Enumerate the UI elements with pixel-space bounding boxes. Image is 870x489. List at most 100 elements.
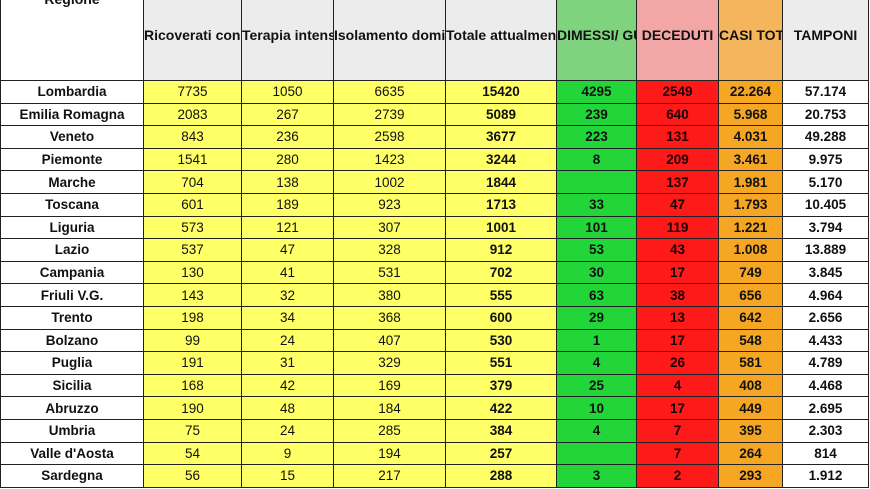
region-name: Toscana [0,192,144,217]
totale-positivi-cell: 1001 [445,215,557,240]
casi-totali-cell: 395 [718,418,783,443]
casi-totali-cell: 264 [718,441,783,466]
ricoverati-cell: 1541 [143,147,242,172]
terapia-cell: 47 [241,238,334,262]
tamponi-cell: 4.964 [782,283,869,307]
totale-positivi-cell: 551 [445,351,557,375]
casi-totali-cell: 548 [718,328,783,353]
deceduti-cell: 17 [636,396,719,420]
tamponi-cell: 20.753 [782,102,869,127]
ricoverati-cell: 56 [143,464,242,488]
totale-positivi-cell: 15420 [445,80,557,104]
terapia-cell: 41 [241,260,334,285]
terapia-cell: 42 [241,373,334,398]
header-dimessi: DIMESSI/ GUARITI [556,0,637,81]
ricoverati-cell: 7735 [143,80,242,104]
region-name: Lombardia [0,80,144,104]
dimessi-cell: 3 [556,464,637,488]
table-row: Toscana 601 189 923 1713 33 47 1.793 10.405 [0,192,869,217]
deceduti-cell: 640 [636,102,719,127]
dimessi-cell: 33 [556,192,637,217]
isolamento-cell: 6635 [333,80,446,104]
header-isolamento: Isolamento domiciliare [333,0,446,81]
dimessi-cell: 223 [556,125,637,149]
casi-totali-cell: 3.461 [718,147,783,172]
terapia-cell: 15 [241,464,334,488]
casi-totali-cell: 5.968 [718,102,783,127]
deceduti-cell: 7 [636,418,719,443]
casi-totali-cell: 1.793 [718,192,783,217]
isolamento-cell: 329 [333,351,446,375]
table-row: Lazio 537 47 328 912 53 43 1.008 13.889 [0,238,869,262]
table-row: Emilia Romagna 2083 267 2739 5089 239 640 5.968… [0,102,869,127]
tamponi-cell: 3.794 [782,215,869,240]
terapia-cell: 48 [241,396,334,420]
header-tamponi: TAMPONI [782,0,869,81]
deceduti-cell: 2549 [636,80,719,104]
table-row: Valle d'Aosta 54 9 194 257 7 264 814 [0,441,869,466]
table-row: Trento 198 34 368 600 29 13 642 2.656 [0,305,869,330]
header-ricoverati: Ricoverati con sintomi [143,0,242,81]
terapia-cell: 121 [241,215,334,240]
isolamento-cell: 328 [333,238,446,262]
table-row: Puglia 191 31 329 551 4 26 581 4.789 [0,351,869,375]
isolamento-cell: 184 [333,396,446,420]
deceduti-cell: 38 [636,283,719,307]
deceduti-cell: 7 [636,441,719,466]
tamponi-cell: 13.889 [782,238,869,262]
totale-positivi-cell: 5089 [445,102,557,127]
casi-totali-cell: 581 [718,351,783,375]
region-name: Liguria [0,215,144,240]
table-body: Lombardia 7735 1050 6635 15420 4295 2549 22.264… [0,80,869,488]
tamponi-cell: 49.288 [782,125,869,149]
tamponi-cell: 10.405 [782,192,869,217]
casi-totali-cell: 642 [718,305,783,330]
terapia-cell: 34 [241,305,334,330]
tamponi-cell: 1.912 [782,464,869,488]
ricoverati-cell: 75 [143,418,242,443]
totale-positivi-cell: 422 [445,396,557,420]
region-name: Marche [0,170,144,194]
casi-totali-cell: 22.264 [718,80,783,104]
isolamento-cell: 923 [333,192,446,217]
totale-positivi-cell: 3677 [445,125,557,149]
terapia-cell: 24 [241,328,334,353]
isolamento-cell: 380 [333,283,446,307]
ricoverati-cell: 54 [143,441,242,466]
region-name: Valle d'Aosta [0,441,144,466]
deceduti-cell: 137 [636,170,719,194]
terapia-cell: 32 [241,283,334,307]
header-terapia: Terapia intensiva [241,0,334,81]
isolamento-cell: 169 [333,373,446,398]
region-name: Trento [0,305,144,330]
table-row: Friuli V.G. 143 32 380 555 63 38 656 4.964 [0,283,869,307]
isolamento-cell: 307 [333,215,446,240]
dimessi-cell: 4 [556,351,637,375]
terapia-cell: 189 [241,192,334,217]
region-name: Sardegna [0,464,144,488]
deceduti-cell: 17 [636,328,719,353]
region-name: Lazio [0,238,144,262]
table-row: Bolzano 99 24 407 530 1 17 548 4.433 [0,328,869,353]
casi-totali-cell: 656 [718,283,783,307]
isolamento-cell: 1002 [333,170,446,194]
table-row: Sardegna 56 15 217 288 3 2 293 1.912 [0,464,869,488]
dimessi-cell: 30 [556,260,637,285]
region-name: Sicilia [0,373,144,398]
tamponi-cell: 4.789 [782,351,869,375]
header-region: Regione [0,0,144,81]
casi-totali-cell: 293 [718,464,783,488]
tamponi-cell: 2.695 [782,396,869,420]
totale-positivi-cell: 384 [445,418,557,443]
region-name: Abruzzo [0,396,144,420]
terapia-cell: 1050 [241,80,334,104]
dimessi-cell: 4 [556,418,637,443]
casi-totali-cell: 4.031 [718,125,783,149]
tamponi-cell: 57.174 [782,80,869,104]
deceduti-cell: 119 [636,215,719,240]
totale-positivi-cell: 530 [445,328,557,353]
dimessi-cell: 8 [556,147,637,172]
casi-totali-cell: 1.981 [718,170,783,194]
ricoverati-cell: 130 [143,260,242,285]
deceduti-cell: 131 [636,125,719,149]
